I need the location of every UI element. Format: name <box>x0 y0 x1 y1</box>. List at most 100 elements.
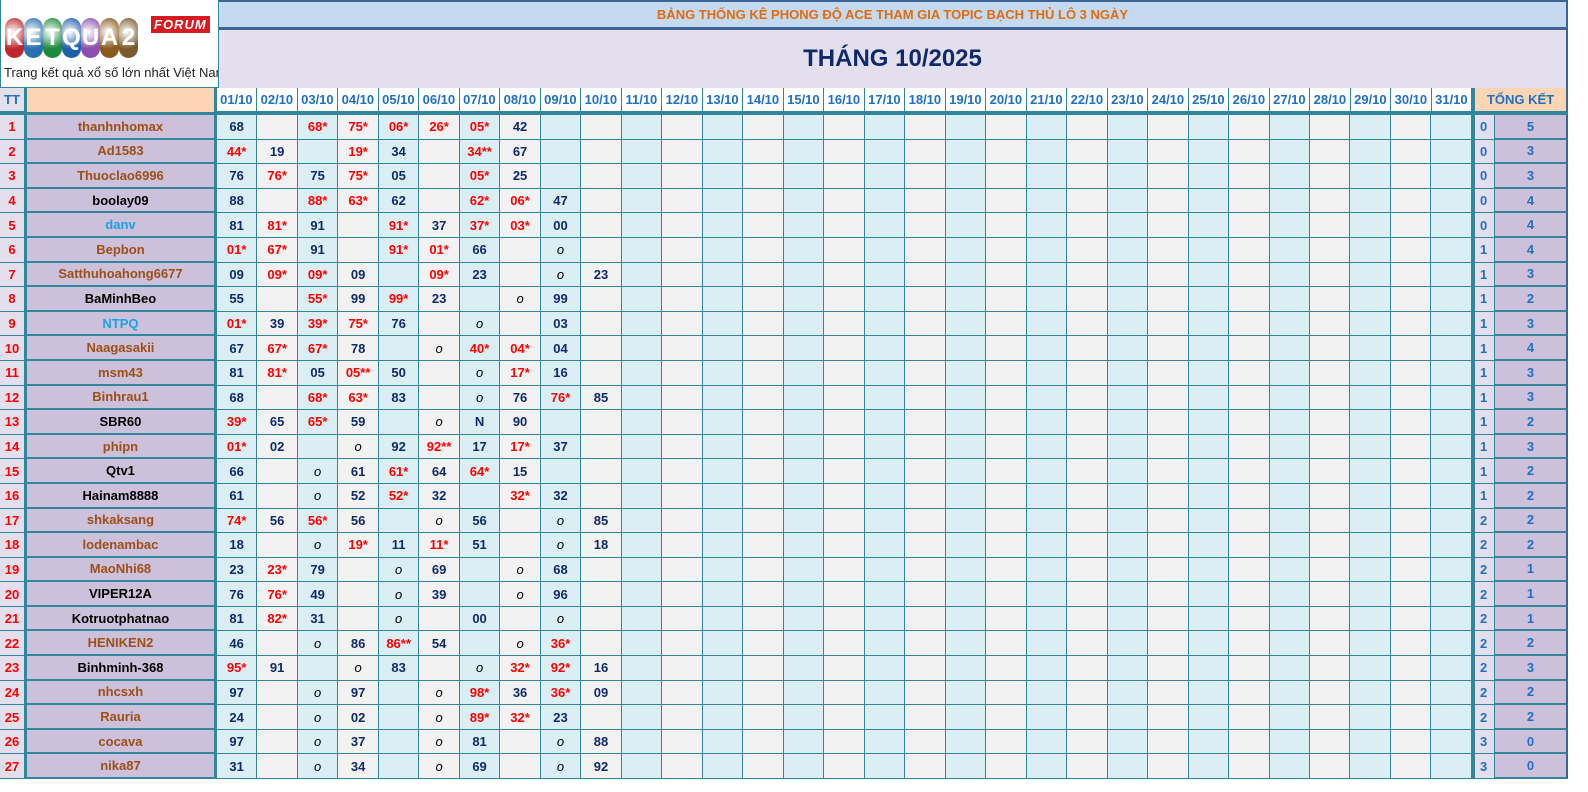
day-cell <box>824 139 865 165</box>
day-cell <box>1067 631 1108 657</box>
header-day: 29/10 <box>1350 88 1392 112</box>
day-cell <box>257 533 298 558</box>
day-cell <box>338 213 379 238</box>
day-cell <box>986 656 1027 681</box>
day-cell <box>824 508 865 534</box>
day-cell <box>905 213 946 238</box>
day-cell: 24 <box>216 705 258 730</box>
day-cell: o <box>297 631 339 657</box>
header-day: 18/10 <box>905 88 946 112</box>
day-cell <box>945 164 987 189</box>
day-cell <box>783 459 825 484</box>
day-cell: 37 <box>540 434 582 460</box>
summary-hits: 2 <box>1494 287 1568 312</box>
day-cell: 91 <box>257 656 298 681</box>
day-cell <box>1269 606 1310 632</box>
hit-cell: 92** <box>419 434 460 460</box>
day-cell <box>621 262 663 288</box>
day-cell <box>1026 557 1068 583</box>
day-cell <box>662 533 703 558</box>
day-cell <box>1350 508 1391 534</box>
day-cell <box>1350 164 1391 189</box>
day-cell <box>257 385 298 411</box>
day-cell: 05 <box>297 360 339 386</box>
day-cell <box>1107 410 1149 435</box>
member-name: HENIKEN2 <box>26 631 217 657</box>
day-cell <box>1310 656 1351 681</box>
member-name: nika87 <box>26 754 217 780</box>
day-cell: 34 <box>378 139 420 165</box>
day-cell <box>1269 729 1310 755</box>
day-cell: 09 <box>338 262 379 288</box>
day-cell: 18 <box>581 533 622 558</box>
hit-cell: 76* <box>257 164 298 189</box>
hit-cell: 09* <box>257 262 298 288</box>
member-name: Naagasakii <box>26 336 217 361</box>
day-cell <box>986 729 1027 755</box>
day-cell: 39 <box>257 311 298 337</box>
day-cell <box>743 336 784 361</box>
summary-hits: 1 <box>1494 606 1568 632</box>
day-cell <box>986 336 1027 361</box>
day-cell <box>945 410 987 435</box>
hit-cell: 74* <box>216 508 258 534</box>
day-cell <box>905 754 946 780</box>
day-cell <box>1148 336 1189 361</box>
day-cell <box>783 754 825 780</box>
day-cell <box>1067 139 1108 165</box>
member-name: Thuoclao6996 <box>26 164 217 189</box>
day-cell <box>581 164 622 189</box>
day-cell <box>1148 237 1189 263</box>
day-cell: 61 <box>338 459 379 484</box>
day-cell <box>621 582 663 607</box>
day-cell <box>1026 237 1068 263</box>
summary-misses: 0 <box>1471 213 1495 238</box>
day-cell <box>864 115 906 140</box>
day-cell <box>702 188 744 214</box>
day-cell <box>702 237 744 263</box>
day-cell <box>1390 262 1432 288</box>
day-cell <box>986 582 1027 607</box>
day-cell <box>581 139 622 165</box>
day-cell <box>702 410 744 435</box>
header-day: 28/10 <box>1310 88 1351 112</box>
day-cell <box>338 606 379 632</box>
header-day: 27/10 <box>1269 88 1311 112</box>
day-cell: 81 <box>459 729 501 755</box>
day-cell <box>1107 680 1149 706</box>
day-cell <box>1431 237 1472 263</box>
day-cell: 81 <box>216 606 258 632</box>
table-row: 11 msm43 81 81* 05 05** 50 o 17* 16 1 3 <box>0 360 1568 386</box>
day-cell <box>1269 705 1310 730</box>
day-cell <box>783 262 825 288</box>
day-cell <box>1431 680 1472 706</box>
day-cell <box>702 606 744 632</box>
day-cell <box>1390 606 1432 632</box>
day-cell <box>945 606 987 632</box>
table-row: 13 SBR60 39* 65 65* 59 o N 90 1 2 <box>0 410 1568 435</box>
day-cell <box>1310 606 1351 632</box>
day-cell: o <box>297 483 339 509</box>
day-cell <box>1107 459 1149 484</box>
day-cell: 51 <box>459 533 501 558</box>
row-number: 9 <box>0 311 27 337</box>
day-cell <box>1390 213 1432 238</box>
header-day: 26/10 <box>1229 88 1270 112</box>
day-cell <box>1269 557 1310 583</box>
day-cell <box>986 631 1027 657</box>
day-cell: 76 <box>378 311 420 337</box>
hit-cell: 23* <box>257 557 298 583</box>
day-cell <box>864 557 906 583</box>
day-cell <box>702 582 744 607</box>
day-cell <box>743 705 784 730</box>
day-cell <box>945 508 987 534</box>
day-cell <box>1026 360 1068 386</box>
summary-misses: 1 <box>1471 237 1495 263</box>
day-cell <box>905 533 946 558</box>
day-cell <box>783 557 825 583</box>
day-cell <box>1350 729 1391 755</box>
day-cell <box>783 705 825 730</box>
day-cell <box>662 164 703 189</box>
day-cell: 59 <box>338 410 379 435</box>
